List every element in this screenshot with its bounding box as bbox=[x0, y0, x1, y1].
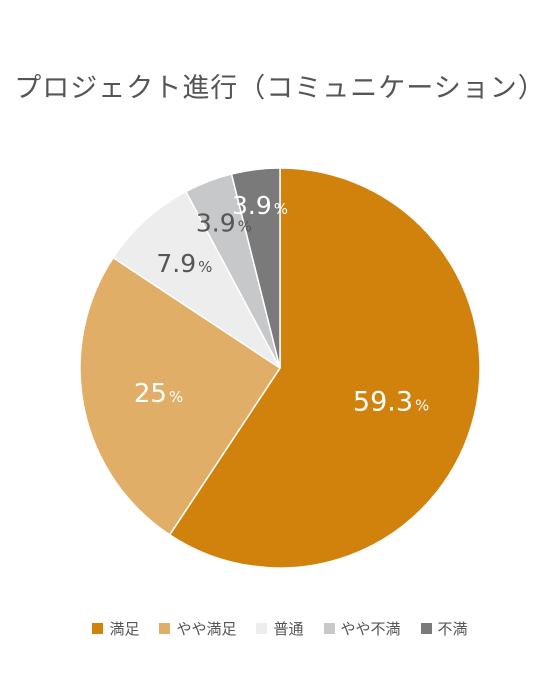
pie-slices bbox=[79, 167, 481, 569]
legend-item-1: 満足 bbox=[92, 618, 139, 639]
pie-label-unit: % bbox=[274, 200, 288, 218]
legend-label: 満足 bbox=[109, 620, 140, 638]
legend-item-3: 普通 bbox=[256, 618, 304, 639]
pie-label-unit: % bbox=[169, 388, 183, 406]
pie-label-unit: % bbox=[198, 258, 212, 276]
pie-slice-1 bbox=[168, 167, 481, 569]
pie-label-1: 59.3% bbox=[353, 386, 429, 417]
legend: 満足 やや満足 普通 やや不満 不満 bbox=[0, 618, 560, 639]
legend-label: 普通 bbox=[273, 620, 304, 638]
pie-labels: 59.3 %25 %7.9 %3.9 %3.9% bbox=[134, 191, 429, 417]
pie-chart: 59.3 %25 %7.9 %3.9 %3.9% bbox=[79, 167, 481, 569]
pie-slice-5 bbox=[230, 167, 281, 369]
legend-swatch bbox=[159, 623, 171, 634]
legend-label: 不満 bbox=[437, 620, 468, 638]
pie-label-unit: % bbox=[238, 217, 252, 235]
pie-label-unit: % bbox=[415, 396, 429, 414]
legend-swatch bbox=[323, 623, 335, 634]
legend-swatch bbox=[420, 623, 432, 634]
pie-slice-2 bbox=[79, 256, 282, 536]
pie-label-3: 7.9% bbox=[156, 249, 212, 278]
legend-label: やや不満 bbox=[340, 620, 401, 638]
pie-label-4: 3.9% bbox=[196, 208, 252, 237]
pie-label-value: 25 bbox=[134, 379, 167, 409]
legend-swatch bbox=[92, 623, 104, 634]
pie-label-value: 7.9 bbox=[156, 249, 196, 278]
legend-item-4: やや不満 bbox=[323, 618, 401, 639]
pie-slice-3 bbox=[112, 190, 281, 369]
legend-label: やや満足 bbox=[176, 620, 237, 638]
pie-label-5: 3.9% bbox=[232, 191, 288, 220]
pie-label-value: 59.3 bbox=[353, 386, 413, 417]
legend-item-2: やや満足 bbox=[159, 618, 236, 639]
legend-item-5: 不満 bbox=[420, 618, 468, 639]
chart-title: プロジェクト進行（コミュニケーション） bbox=[14, 73, 546, 104]
pie-label-2: 25% bbox=[134, 379, 183, 409]
legend-swatch bbox=[256, 623, 268, 634]
pie-label-value: 3.9 bbox=[232, 191, 272, 220]
pie-label-value: 3.9 bbox=[196, 208, 236, 237]
